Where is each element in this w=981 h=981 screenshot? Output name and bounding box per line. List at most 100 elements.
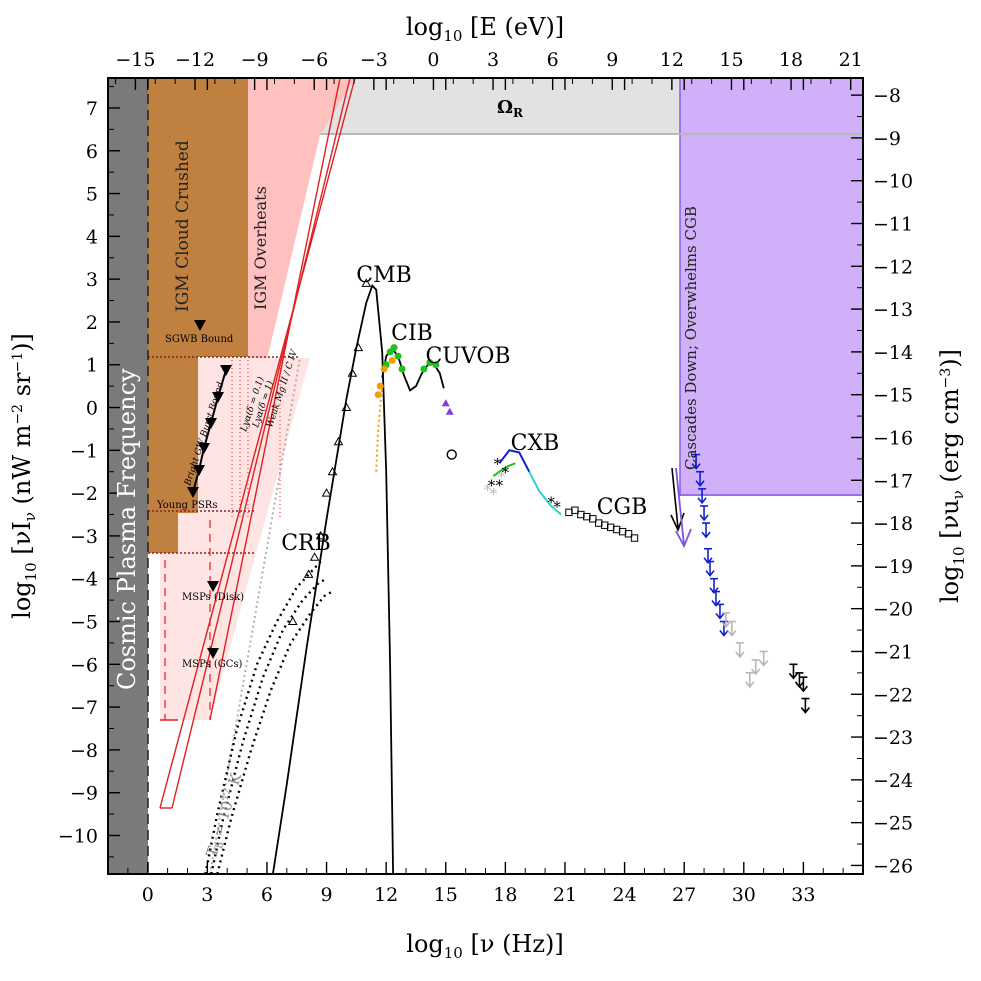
gray-upper-limit-head — [727, 630, 737, 637]
cib-orange-dotted — [375, 386, 384, 472]
temperature-label: Tb = 1012 K — [203, 771, 248, 860]
blue-upper-limit-head — [705, 570, 715, 577]
blue-upper-limit — [703, 547, 713, 565]
black-upper-limit-head — [788, 672, 799, 680]
x-tick-label: 6 — [261, 884, 273, 906]
y-tick-label: −9 — [70, 783, 98, 805]
cgb-data-point — [601, 521, 609, 529]
gray-upper-limit — [721, 612, 731, 629]
crb-model-curve — [210, 577, 328, 874]
cmb-curve — [272, 283, 394, 874]
y-tick-label: −8 — [70, 740, 98, 762]
gray-upper-limit — [735, 642, 745, 659]
x-tick-label: 21 — [553, 884, 577, 906]
y-tick-label: −7 — [70, 697, 98, 719]
black-upper-limit-head — [798, 685, 809, 693]
sgwb-label: SGWB Bound — [165, 334, 234, 345]
cgb-data-point — [612, 525, 621, 534]
cascades-region — [680, 78, 863, 496]
blue-upper-limit — [705, 560, 715, 577]
y-tick-label: 3 — [86, 269, 98, 291]
cmb-data-point — [315, 530, 326, 540]
component-label-cxb: CXB — [511, 431, 560, 456]
gray-upper-limit-head — [759, 659, 769, 667]
top-tick-label: −9 — [241, 49, 269, 71]
top-axis-title: log10 [E (eV)] — [406, 13, 564, 45]
black-upper-limit — [798, 676, 809, 693]
cmb-data-point — [327, 466, 338, 476]
background-regions — [108, 78, 863, 874]
gray-upper-limit-head — [721, 621, 731, 629]
plasma-label: Cosmic Plasma Frequency — [113, 368, 141, 690]
right-tick-label: −22 — [873, 684, 913, 706]
cib-green-point — [390, 344, 398, 352]
msps-gcs-label: MSPs (GCs) — [182, 659, 243, 670]
cgb-data-point — [595, 519, 603, 527]
cgb-data-point — [630, 534, 639, 542]
cuvob-open-point — [446, 449, 457, 460]
top-tick-label: 6 — [547, 49, 559, 71]
igm-overheats-label: IGM Overheats — [251, 186, 270, 310]
gray-upper-limit — [727, 620, 737, 637]
cib-orange-point — [388, 356, 396, 364]
x-tick-label: 3 — [201, 884, 213, 906]
right-tick-label: −10 — [873, 171, 913, 193]
blue-upper-limit-head — [709, 587, 719, 594]
msps-disk-label: MSPs (Disk) — [182, 592, 244, 603]
data-layer: ********* — [159, 78, 811, 874]
y-tick-label: −1 — [70, 440, 98, 462]
msps-gcs-marker — [207, 648, 219, 659]
igm-crushed-label: IGM Cloud Crushed — [173, 140, 193, 312]
x-tick-label: 12 — [374, 884, 398, 906]
cib-orange-point — [380, 365, 388, 373]
blue-upper-limit-head — [691, 463, 701, 470]
black-upper-limit — [800, 697, 811, 714]
cuvob-violet-point — [445, 407, 454, 415]
cxb-star-point: * — [547, 494, 555, 512]
top-tick-label: −15 — [115, 49, 155, 71]
x-tick-label: 30 — [732, 884, 756, 906]
cib-green-point — [432, 361, 440, 369]
y-tick-label: 1 — [86, 355, 98, 377]
y-tick-label: −3 — [70, 526, 98, 548]
cgb-data-point — [577, 510, 585, 519]
cmb-data-point — [353, 342, 364, 352]
blue-upper-limit — [699, 505, 709, 522]
cgb-data-point — [565, 508, 573, 517]
cxb-gray-star: * — [484, 481, 492, 499]
axes: 0 3 6 9 12 15 18 21 24 27 30 33−15 −12 −9 −6 −3 0 3 6 9 12 15… — [58, 49, 913, 906]
right-tick-label: −25 — [873, 813, 913, 835]
cascades-label: Cascades Down; Overwhelms CGB — [682, 206, 700, 470]
blue-upper-limit-head — [699, 514, 709, 522]
cmb-data-point — [309, 552, 320, 561]
cxb-gray-star: * — [498, 468, 506, 486]
top-tick-label: −3 — [360, 49, 388, 71]
top-tick-label: 12 — [660, 49, 684, 71]
cgb-data-point — [618, 527, 627, 536]
cib-green-point — [394, 352, 402, 360]
y-tick-label: −6 — [70, 654, 98, 676]
black-upper-limit-head — [800, 707, 811, 714]
x-tick-label: 24 — [612, 884, 636, 906]
blue-upper-limit-head — [715, 612, 725, 620]
young-psrs-label: Young PSRs — [156, 500, 217, 511]
right-tick-label: −21 — [873, 641, 913, 663]
igm-overheats-block — [248, 78, 320, 135]
y-tick-label: 0 — [86, 398, 98, 420]
right-tick-label: −16 — [873, 427, 913, 449]
right-tick-label: −19 — [873, 556, 913, 578]
blue-upper-limit-head — [695, 480, 705, 488]
cmb-data-point — [347, 368, 358, 377]
cgb-data-point — [583, 512, 591, 521]
cxb-curve-green — [492, 462, 516, 477]
y-tick-label: 7 — [86, 98, 98, 120]
y-tick-label: 5 — [86, 184, 98, 206]
right-tick-label: −9 — [873, 128, 901, 150]
red-constraint-line — [171, 78, 351, 809]
black-upper-limit — [788, 663, 799, 680]
component-label-cib: CIB — [391, 321, 433, 346]
gray-upper-limit-head — [745, 681, 755, 689]
component-label-crb: CRB — [281, 531, 331, 556]
x-tick-label: 27 — [672, 884, 696, 906]
cib-orange-point — [374, 391, 382, 399]
